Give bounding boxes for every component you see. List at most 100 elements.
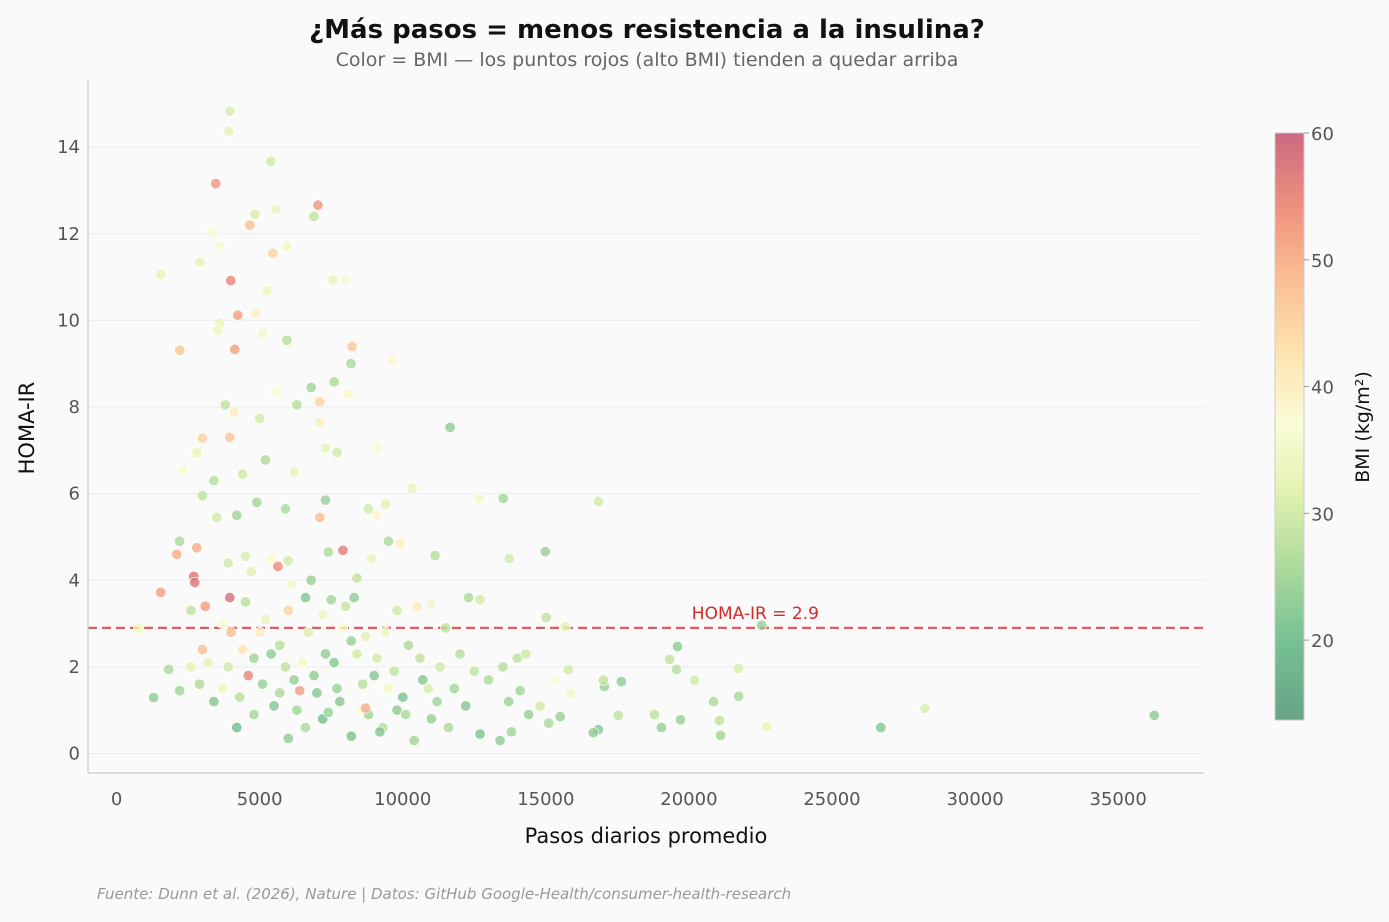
data-point: [365, 553, 377, 565]
data-point: [265, 648, 277, 660]
data-point: [534, 700, 546, 712]
data-point: [317, 609, 329, 621]
data-point: [194, 256, 206, 268]
data-point: [360, 702, 372, 714]
data-point: [279, 661, 291, 673]
data-point: [331, 683, 343, 695]
data-point: [196, 644, 208, 656]
data-point: [371, 509, 383, 521]
data-point: [371, 442, 383, 454]
data-point: [497, 661, 509, 673]
y-tick-label: 10: [57, 310, 80, 331]
data-point: [232, 309, 244, 321]
data-point: [380, 626, 392, 638]
data-point: [386, 354, 398, 366]
data-point: [249, 208, 261, 220]
data-point: [394, 537, 406, 549]
data-point: [251, 496, 263, 508]
data-point: [331, 446, 343, 458]
data-point: [281, 334, 293, 346]
x-tick-label: 25000: [803, 789, 860, 810]
data-point: [345, 730, 357, 742]
data-point: [174, 685, 186, 697]
data-point: [285, 579, 297, 591]
data-point: [348, 592, 360, 604]
data-point: [224, 592, 236, 604]
data-point: [474, 728, 486, 740]
data-point: [270, 204, 282, 216]
data-point: [494, 735, 506, 747]
data-point: [268, 700, 280, 712]
data-point: [351, 648, 363, 660]
data-point: [216, 683, 228, 695]
data-point: [212, 324, 224, 336]
x-tick-label: 0: [111, 789, 122, 810]
x-tick-label: 5000: [237, 789, 283, 810]
data-point: [229, 343, 241, 355]
data-point: [133, 622, 145, 634]
data-point: [689, 674, 701, 686]
data-point: [444, 421, 456, 433]
x-tick-label: 10000: [374, 789, 431, 810]
y-tick-label: 8: [69, 397, 80, 418]
data-point: [540, 612, 552, 624]
x-tick-label: 15000: [517, 789, 574, 810]
data-point: [468, 665, 480, 677]
data-point: [297, 657, 309, 669]
data-point: [463, 592, 475, 604]
data-point: [328, 376, 340, 388]
data-point: [875, 722, 887, 734]
data-point: [305, 382, 317, 394]
data-point: [216, 618, 228, 630]
data-point: [371, 652, 383, 664]
data-point: [539, 546, 551, 558]
data-point: [320, 442, 332, 454]
colorbar-label: BMI (kg/m²): [1352, 371, 1374, 483]
data-point: [674, 714, 686, 726]
data-point: [231, 722, 243, 734]
data-point: [434, 661, 446, 673]
data-point: [548, 674, 560, 686]
data-point: [761, 721, 773, 733]
data-point: [1148, 709, 1160, 721]
points: [133, 105, 1160, 747]
data-point: [282, 605, 294, 617]
data-point: [299, 592, 311, 604]
data-point: [155, 586, 167, 598]
data-point: [291, 704, 303, 716]
data-point: [302, 626, 314, 638]
data-point: [282, 555, 294, 567]
data-point: [339, 273, 351, 285]
data-point: [222, 661, 234, 673]
data-point: [340, 600, 352, 612]
data-point: [337, 544, 349, 556]
data-point: [559, 621, 571, 633]
data-point: [225, 275, 237, 287]
chart-subtitle: Color = BMI — los puntos rojos (alto BMI…: [336, 49, 959, 71]
data-point: [208, 696, 220, 708]
data-point: [587, 727, 599, 739]
data-point: [733, 690, 745, 702]
data-point: [391, 605, 403, 617]
data-point: [346, 340, 358, 352]
data-point: [503, 553, 515, 565]
data-point: [503, 696, 515, 708]
data-point: [670, 663, 682, 675]
threshold-group: HOMA-IR = 2.9: [88, 604, 1204, 630]
data-point: [543, 717, 555, 729]
data-point: [239, 596, 251, 608]
colorbar-tick-label: 20: [1311, 631, 1334, 652]
data-point: [224, 105, 236, 117]
data-point: [648, 709, 660, 721]
y-axis-label: HOMA-IR: [15, 382, 39, 475]
data-point: [281, 240, 293, 252]
data-point: [382, 683, 394, 695]
data-point: [334, 696, 346, 708]
data-point: [308, 210, 320, 222]
data-point: [663, 654, 675, 666]
data-point: [237, 468, 249, 480]
data-point: [368, 670, 380, 682]
data-point: [148, 692, 160, 704]
data-point: [345, 635, 357, 647]
data-point: [523, 709, 535, 721]
